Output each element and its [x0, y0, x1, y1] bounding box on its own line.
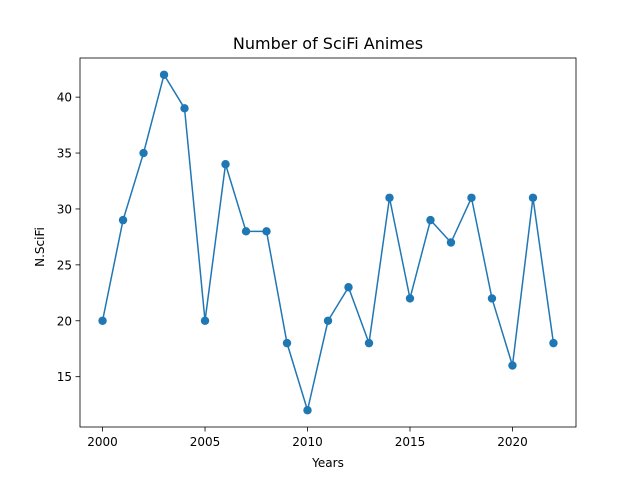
- data-point-2019: [487, 294, 497, 303]
- y-tick-label-35: 35: [57, 147, 72, 161]
- x-tick-label-2010: 2010: [292, 435, 323, 449]
- y-tick-label-15: 15: [57, 370, 72, 384]
- data-point-2016: [426, 215, 435, 225]
- data-point-2018: [467, 193, 476, 202]
- data-point-2007: [241, 227, 251, 236]
- x-tick-label-2005: 2005: [190, 435, 221, 449]
- y-tick-label-40: 40: [57, 91, 72, 105]
- data-point-2022: [549, 338, 558, 348]
- data-point-2013: [364, 338, 374, 348]
- data-point-2008: [262, 227, 271, 236]
- data-point-2002: [139, 148, 148, 158]
- series-line-0: [101, 74, 555, 411]
- data-point-2021: [528, 193, 538, 202]
- x-tick-label-2000: 2000: [87, 435, 118, 449]
- data-point-2017: [446, 238, 456, 247]
- y-tick-label-20: 20: [57, 314, 72, 328]
- x-tick-label-2020: 2020: [497, 435, 528, 449]
- plot-frame: [79, 57, 577, 428]
- data-point-2012: [344, 283, 353, 292]
- y-tick-label-25: 25: [57, 258, 72, 272]
- data-point-2001: [118, 215, 128, 225]
- chart-title: Number of SciFi Animes: [233, 34, 423, 53]
- data-point-2000: [98, 316, 107, 325]
- data-point-2005: [200, 316, 210, 325]
- x-axis-label: Years: [311, 456, 344, 470]
- data-point-2011: [323, 316, 333, 325]
- data-point-2006: [221, 160, 230, 169]
- data-point-2015: [405, 294, 415, 303]
- x-tick-label-2015: 2015: [395, 435, 426, 449]
- data-point-2004: [180, 104, 189, 113]
- data-point-2020: [508, 361, 517, 370]
- data-point-2009: [282, 338, 292, 348]
- data-point-2003: [159, 70, 169, 79]
- y-tick-label-30: 30: [57, 202, 72, 216]
- data-point-2010: [303, 406, 312, 415]
- y-axis-label: N.SciFi: [33, 227, 47, 267]
- plot-area: 2000 2005 2010 2015 2020 15 20 25 30 35 40: [57, 57, 577, 449]
- data-point-2014: [385, 193, 394, 202]
